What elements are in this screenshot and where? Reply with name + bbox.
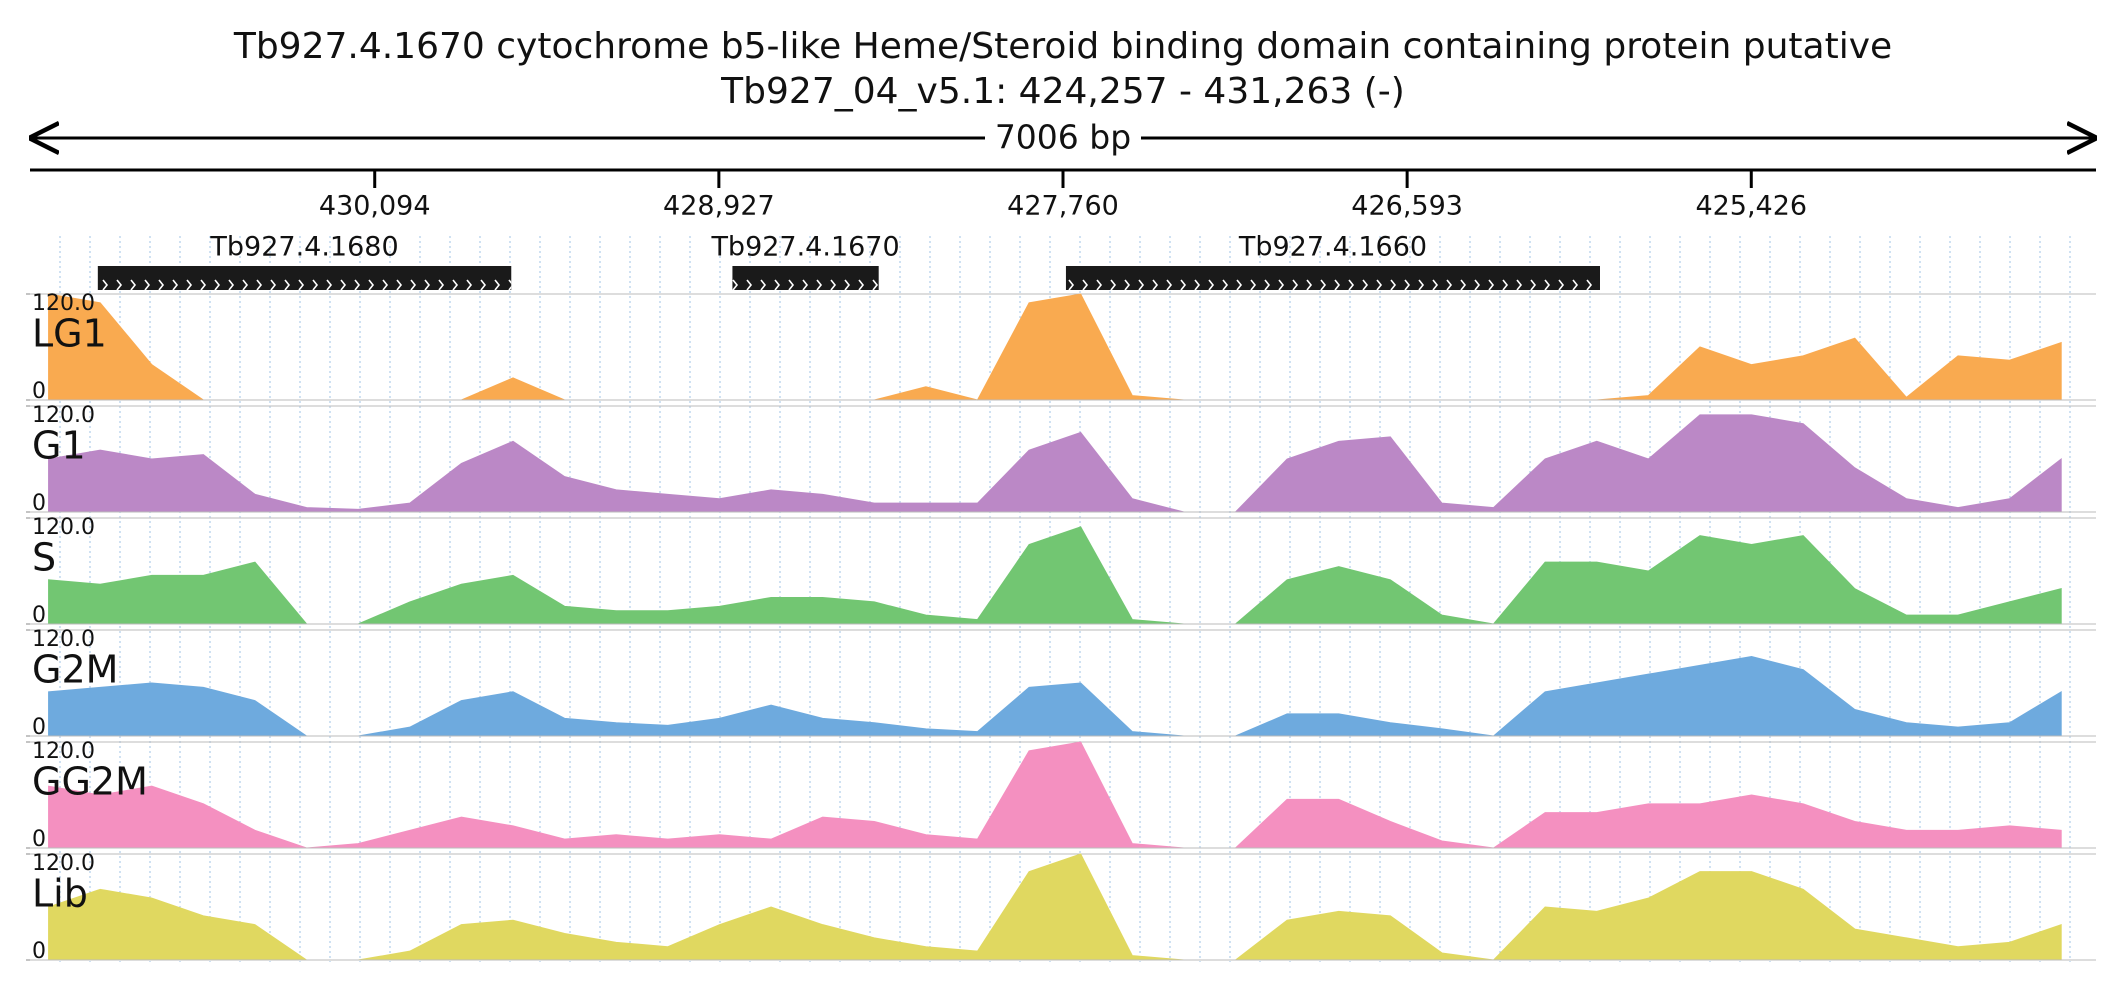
coverage-area bbox=[48, 293, 2062, 401]
gene-arrows bbox=[1065, 263, 1600, 293]
coverage-area bbox=[48, 526, 2062, 625]
coverage-area bbox=[48, 853, 2062, 961]
span-label-bg bbox=[985, 118, 1141, 158]
y-tick-label: 120.0 bbox=[32, 403, 95, 428]
title: Tb927.4.1670 cytochrome b5-like Heme/Ste… bbox=[233, 26, 1892, 67]
track-name: G1 bbox=[32, 424, 86, 468]
y-tick-label: 120.0 bbox=[32, 739, 95, 764]
y-tick-label: 120.0 bbox=[32, 515, 95, 540]
ruler-tick-label: 427,760 bbox=[1007, 191, 1119, 222]
gene-label: Tb927.4.1680 bbox=[209, 232, 398, 263]
gene-arrows bbox=[732, 263, 879, 293]
span-label: 7006 bp bbox=[995, 118, 1131, 157]
y-tick-label: 120.0 bbox=[32, 627, 95, 652]
ruler-tick-label: 428,927 bbox=[663, 191, 775, 222]
y-tick-label: 120.0 bbox=[32, 851, 95, 876]
coverage-area bbox=[48, 741, 2062, 849]
track-name: S bbox=[32, 536, 56, 580]
y-tick-label: 0 bbox=[32, 827, 46, 852]
gene-arrows bbox=[97, 263, 512, 293]
ruler-tick-label: 426,593 bbox=[1351, 191, 1463, 222]
track-name: LG1 bbox=[32, 312, 107, 356]
y-tick-label: 120.0 bbox=[32, 291, 95, 316]
track-name: Lib bbox=[32, 872, 88, 916]
ruler-tick-label: 430,094 bbox=[319, 191, 431, 222]
gene-label: Tb927.4.1660 bbox=[1238, 232, 1427, 263]
coverage-area bbox=[48, 655, 2062, 737]
y-tick-label: 0 bbox=[32, 939, 46, 964]
y-tick-label: 0 bbox=[32, 491, 46, 516]
y-tick-label: 0 bbox=[32, 379, 46, 404]
track-name: G2M bbox=[32, 648, 118, 692]
y-tick-label: 0 bbox=[32, 715, 46, 740]
gene-label: Tb927.4.1670 bbox=[710, 232, 899, 263]
coverage-area bbox=[48, 414, 2062, 513]
track-name: GG2M bbox=[32, 760, 148, 804]
y-tick-label: 0 bbox=[32, 603, 46, 628]
subtitle: Tb927_04_v5.1: 424,257 - 431,263 (-) bbox=[720, 71, 1405, 112]
ruler-tick-label: 425,426 bbox=[1695, 191, 1807, 222]
